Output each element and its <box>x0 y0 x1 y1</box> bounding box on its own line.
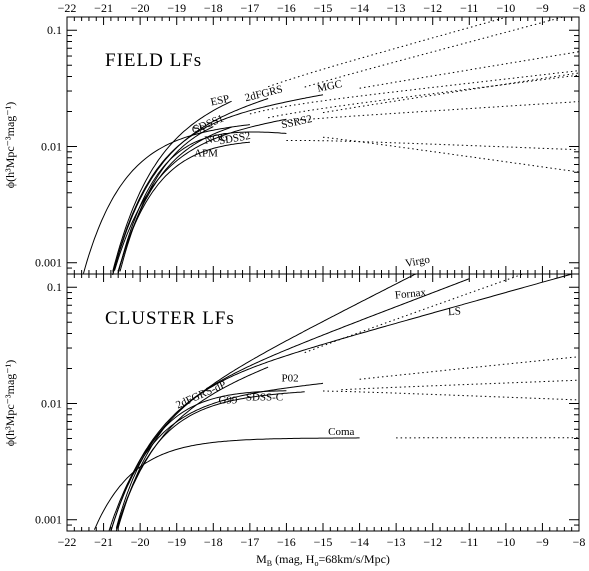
x-axis-title-main: M <box>256 552 267 566</box>
curve-label-g99: G99 <box>218 394 237 406</box>
x-bottom-tick-label: −17 <box>240 535 259 549</box>
lf-extrapolation-p02 <box>359 356 580 380</box>
x-top-tick-label: −22 <box>58 1 77 15</box>
lf-extrapolation-g99 <box>323 390 580 401</box>
lf-curve-coma <box>93 437 360 530</box>
curve-label-apm: APM <box>194 148 218 160</box>
cluster-panel-title: CLUSTER LFs <box>105 308 235 329</box>
curve-label-ls: LS <box>448 305 462 318</box>
x-bottom-tick-label: −10 <box>496 535 515 549</box>
lf-extrapolation-sdss1 <box>286 101 580 122</box>
y-tick-label: 0.1 <box>47 23 62 37</box>
curve-label-ssrs2: SSRS2 <box>280 113 313 131</box>
x-top-tick-labels: −22 −21 −20 −19 −18 −17 −16 −15 −14 −13 −12 −11 −10 −… <box>58 1 586 15</box>
x-top-tick-label: −9 <box>536 1 549 15</box>
curve-label-p02: P02 <box>282 372 299 384</box>
curve-label-coma: Coma <box>328 426 354 438</box>
field-panel-title: FIELD LFs <box>105 50 202 71</box>
x-axis-title: MB (mag, Ho=68km/s/Mpc) <box>256 552 390 568</box>
lf-curve-ls <box>117 273 579 528</box>
lf-extrapolation-2dfgrs <box>304 16 579 88</box>
y-tick-label: 0.1 <box>47 280 62 294</box>
lf-curve-ssrs2 <box>114 118 287 271</box>
lf-curve-sdss2 <box>117 131 287 274</box>
lf-extrapolation-2dfgrs-dp <box>304 273 579 354</box>
curve-label-cs: CS <box>192 124 205 136</box>
lf-extrapolation-sdss-c <box>341 379 580 391</box>
cluster-panel: CLUSTER LFs 0.10.010.001 VirgoFornaxLS2d… <box>3 254 580 532</box>
x-top-tick-label: −15 <box>314 1 333 15</box>
field-axis-ticks: 0.1 0.01 0.001 <box>35 17 580 275</box>
x-top-tick-label: −10 <box>496 1 515 15</box>
x-bottom-tick-label: −16 <box>277 535 296 549</box>
cluster-axis-ticks: 0.1 0.01 0.001 <box>35 274 580 532</box>
lf-curve-fornax <box>110 278 470 532</box>
x-top-tick-label: −19 <box>167 1 186 15</box>
curve-label-esp: ESP <box>209 93 230 109</box>
curve-label-sdss2: SDSS2 <box>218 130 251 147</box>
x-top-tick-label: −12 <box>423 1 442 15</box>
x-bottom-tick-label: −21 <box>94 535 113 549</box>
x-bottom-tick-labels: −22 −21 −20 −19 −18 −17 −16 −15 −14 −13 −12 −11 −10 −… <box>58 535 586 549</box>
x-top-tick-label: −11 <box>460 1 478 15</box>
x-bottom-tick-label: −9 <box>536 535 549 549</box>
x-top-tick-label: −14 <box>350 1 369 15</box>
curve-label-fornax: Fornax <box>394 286 427 301</box>
curve-label-2dfgrs: 2dFGRS <box>244 83 284 104</box>
lf-curve-apm <box>117 141 250 272</box>
x-bottom-tick-label: −22 <box>58 535 77 549</box>
field-y-axis-title: ϕ(h³Mpc⁻³mag⁻¹) <box>3 102 17 188</box>
x-top-tick-label: −20 <box>131 1 150 15</box>
x-top-tick-label: −13 <box>387 1 406 15</box>
lf-curve-esp <box>112 100 232 272</box>
x-top-tick-label: −17 <box>240 1 259 15</box>
x-bottom-tick-label: −15 <box>314 535 333 549</box>
lf-curve-mgc <box>112 94 324 275</box>
x-axis-title-rest-sub: o <box>314 559 318 568</box>
lf-extrapolation-ssrs2 <box>322 72 580 114</box>
x-axis-title-rest-b: =68km/s/Mpc) <box>318 552 389 566</box>
x-axis-title-rest-a: (mag, H <box>272 552 315 566</box>
lf-curve-sdss1 <box>83 124 250 274</box>
x-top-tick-label: −21 <box>94 1 113 15</box>
x-top-tick-label: −8 <box>573 1 586 15</box>
x-bottom-tick-label: −13 <box>387 535 406 549</box>
cluster-curves <box>93 273 580 532</box>
x-bottom-tick-label: −14 <box>350 535 369 549</box>
lf-curve-g99 <box>115 390 287 529</box>
lf-extrapolation-cs <box>249 70 580 115</box>
curve-label-nog: NOG <box>204 131 230 147</box>
field-curves <box>83 16 580 276</box>
lf-extrapolation-esp <box>267 16 579 88</box>
cluster-y-axis-title: ϕ(h³Mpc⁻³mag⁻¹) <box>3 360 17 446</box>
y-tick-label: 0.01 <box>41 396 62 410</box>
x-bottom-tick-label: −11 <box>460 535 478 549</box>
lf-extrapolation-mgc <box>359 51 580 89</box>
y-tick-label: 0.001 <box>35 256 62 270</box>
x-axis-title-sub: B <box>267 559 272 568</box>
curve-label-sdss-c: SDSS-C <box>246 391 283 403</box>
lf-extrapolation-nog <box>267 74 580 119</box>
x-top-tick-label: −16 <box>277 1 296 15</box>
y-tick-label: 0.01 <box>41 139 62 153</box>
lf-curve-nog <box>117 126 232 273</box>
lf-extrapolation-apm <box>286 140 580 151</box>
lf-curve-p02 <box>110 382 324 532</box>
lf-extrapolation-sdss2 <box>322 136 580 173</box>
lf-curve-sdss-c <box>115 391 305 531</box>
x-bottom-tick-label: −8 <box>573 535 586 549</box>
x-bottom-tick-label: −18 <box>204 535 223 549</box>
curve-label-virgo: Virgo <box>404 254 431 270</box>
y-tick-label: 0.001 <box>35 513 62 527</box>
x-top-tick-label: −18 <box>204 1 223 15</box>
x-bottom-tick-label: −19 <box>167 535 186 549</box>
x-bottom-tick-label: −20 <box>131 535 150 549</box>
x-bottom-tick-label: −12 <box>423 535 442 549</box>
curve-label-mgc: MGC <box>316 78 343 95</box>
